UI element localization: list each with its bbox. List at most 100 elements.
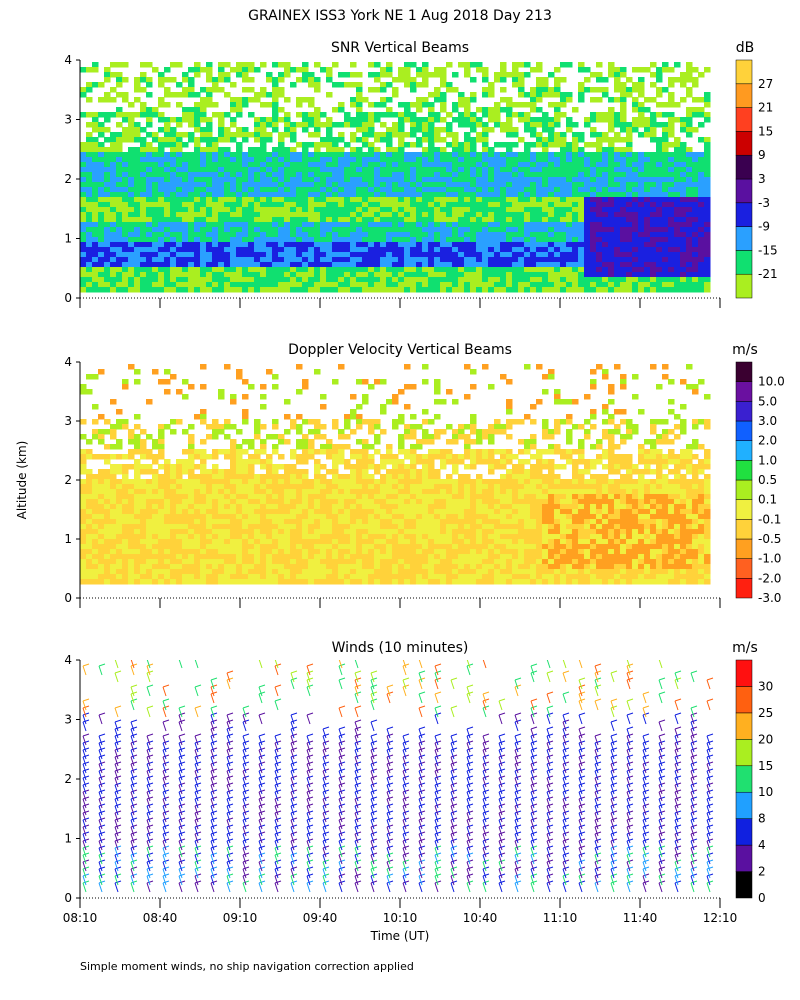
heat-cell xyxy=(116,217,123,223)
heat-cell xyxy=(578,82,585,88)
heat-cell xyxy=(356,267,363,273)
heat-cell xyxy=(638,217,645,223)
heat-cell xyxy=(440,192,447,198)
heat-cell xyxy=(680,72,687,78)
heat-cell xyxy=(590,202,597,208)
page-title: GRAINEX ISS3 York NE 1 Aug 2018 Day 213 xyxy=(248,8,552,24)
heat-cell xyxy=(656,232,663,238)
heat-cell xyxy=(524,92,531,98)
heat-cell xyxy=(314,177,321,183)
heat-cell xyxy=(92,232,99,238)
heat-cell xyxy=(704,182,711,188)
heat-cell xyxy=(584,257,591,263)
heat-cell xyxy=(554,152,561,158)
heat-cell xyxy=(92,202,99,208)
heat-cell xyxy=(176,207,183,213)
heat-cell xyxy=(656,122,663,128)
heat-cell xyxy=(404,227,411,233)
heat-cell xyxy=(122,499,129,505)
heat-cell xyxy=(128,539,135,545)
heat-cell xyxy=(218,222,225,228)
heat-cell xyxy=(272,87,279,93)
heat-cell xyxy=(380,207,387,213)
heat-cell xyxy=(176,157,183,163)
heat-cell xyxy=(392,222,399,228)
heat-cell xyxy=(530,102,537,108)
heat-cell xyxy=(260,182,267,188)
heat-cell xyxy=(656,102,663,108)
heat-cell xyxy=(440,212,447,218)
heat-cell xyxy=(194,262,201,268)
heat-cell xyxy=(542,122,549,128)
heat-cell xyxy=(86,514,93,520)
heat-cell xyxy=(110,222,117,228)
heat-cell xyxy=(224,484,231,490)
heat-cell xyxy=(182,132,189,138)
heat-cell xyxy=(608,152,615,158)
heat-cell xyxy=(206,237,213,243)
heat-cell xyxy=(506,182,513,188)
heat-cell xyxy=(560,277,567,283)
heat-cell xyxy=(302,257,309,263)
heat-cell xyxy=(392,262,399,268)
heat-cell xyxy=(596,257,603,263)
heat-cell xyxy=(272,262,279,268)
heat-cell xyxy=(236,549,243,555)
heat-cell xyxy=(704,67,711,73)
heat-cell xyxy=(116,112,123,118)
heat-cell xyxy=(212,82,219,88)
heat-cell xyxy=(158,564,165,570)
heat-cell xyxy=(500,227,507,233)
heat-cell xyxy=(404,132,411,138)
heat-cell xyxy=(476,237,483,243)
heat-cell xyxy=(440,177,447,183)
heat-cell xyxy=(338,107,345,113)
heat-cell xyxy=(212,247,219,253)
heat-cell xyxy=(110,519,117,525)
heat-cell xyxy=(248,464,255,470)
heat-cell xyxy=(590,272,597,278)
heat-cell xyxy=(236,262,243,268)
heat-cell xyxy=(536,272,543,278)
heat-cell xyxy=(212,524,219,530)
heat-cell xyxy=(272,232,279,238)
heat-cell xyxy=(650,192,657,198)
heat-cell xyxy=(542,232,549,238)
heat-cell xyxy=(542,267,549,273)
heat-cell xyxy=(584,157,591,163)
heat-cell xyxy=(626,177,633,183)
heat-cell xyxy=(260,459,267,465)
heat-cell xyxy=(380,187,387,193)
heat-cell xyxy=(248,157,255,163)
heat-cell xyxy=(392,122,399,128)
heat-cell xyxy=(140,534,147,540)
heat-cell xyxy=(446,87,453,93)
heat-cell xyxy=(200,559,207,565)
heat-cell xyxy=(488,197,495,203)
heat-cell xyxy=(140,207,147,213)
heat-cell xyxy=(134,439,141,445)
heat-cell xyxy=(86,374,93,380)
heat-cell xyxy=(80,182,87,188)
heat-cell xyxy=(506,122,513,128)
heat-cell xyxy=(380,102,387,108)
heat-cell xyxy=(266,434,273,440)
heat-cell xyxy=(662,242,669,248)
heat-cell xyxy=(428,182,435,188)
heat-cell xyxy=(464,262,471,268)
heat-cell xyxy=(206,87,213,93)
heat-cell xyxy=(530,117,537,123)
heat-cell xyxy=(230,102,237,108)
heat-cell xyxy=(470,172,477,178)
heat-cell xyxy=(236,287,243,293)
heat-cell xyxy=(548,252,555,258)
heat-cell xyxy=(302,202,309,208)
heat-cell xyxy=(674,207,681,213)
heat-cell xyxy=(632,252,639,258)
heat-cell xyxy=(230,277,237,283)
heat-cell xyxy=(122,242,129,248)
heat-cell xyxy=(356,102,363,108)
heat-cell xyxy=(704,262,711,268)
heat-cell xyxy=(398,152,405,158)
heat-cell xyxy=(206,579,213,585)
